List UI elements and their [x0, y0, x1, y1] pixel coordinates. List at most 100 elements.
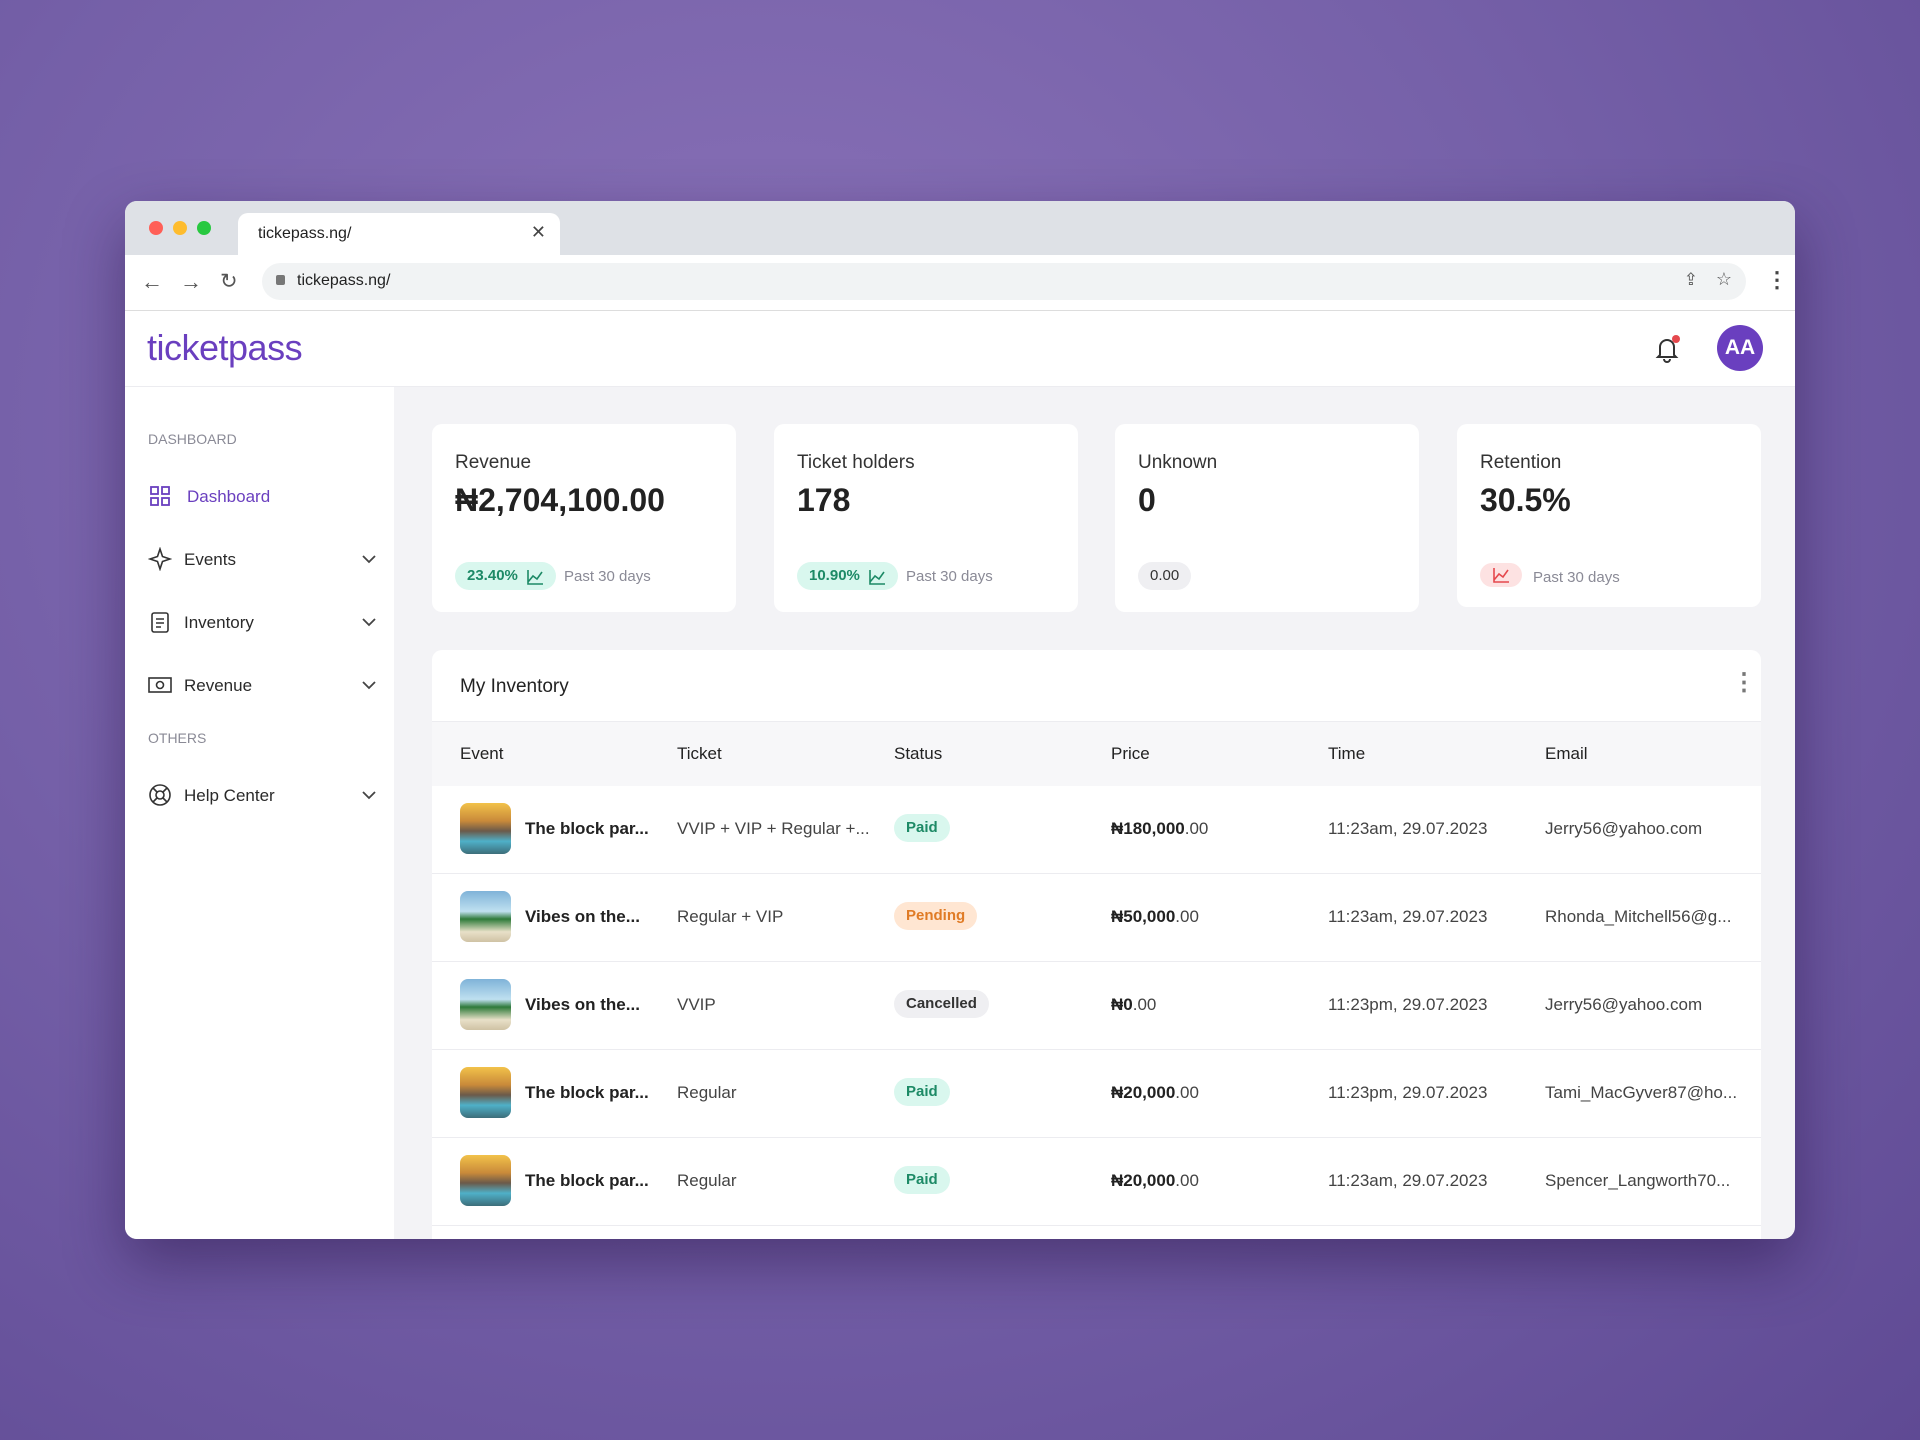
- ticket: Regular + VIP: [677, 907, 784, 926]
- section-title: DASHBOARD: [148, 431, 237, 447]
- change-badge: 23.40%: [455, 562, 556, 590]
- nav-item[interactable]: Inventory: [125, 602, 394, 642]
- trend-icon: [527, 570, 543, 585]
- change-badge: [1480, 563, 1522, 587]
- email: Jerry56@yahoo.com: [1545, 995, 1703, 1014]
- nav-label: Help Center: [184, 786, 275, 805]
- column-header: Price: [1111, 744, 1150, 763]
- nav-icon: [149, 784, 171, 806]
- price: ₦20,000.00: [1111, 1083, 1199, 1103]
- browser-window: tickepass.ng/ ✕ ← → ↻ tickepass.ng/ ⇪ ☆ …: [125, 201, 1795, 1239]
- address-bar[interactable]: tickepass.ng/ ⇪ ☆: [262, 263, 1746, 300]
- tab[interactable]: tickepass.ng/ ✕: [238, 213, 560, 255]
- column-header: Event: [460, 744, 504, 763]
- price-decimals: .00: [1175, 907, 1199, 926]
- trend-icon: [869, 570, 885, 585]
- event-thumbnail: [460, 1155, 511, 1206]
- avatar[interactable]: AA: [1717, 325, 1763, 371]
- nav-icon: [150, 486, 170, 506]
- table-header: [432, 721, 1761, 786]
- trend-icon: [1493, 568, 1509, 583]
- stat-card: Unknown 0 0.00: [1115, 424, 1419, 612]
- chevron: [362, 681, 376, 690]
- time: 11:23am, 29.07.2023: [1328, 1171, 1488, 1190]
- stat-value: 30.5%: [1480, 482, 1571, 518]
- chevron: [362, 791, 376, 800]
- panel-menu[interactable]: ⋮: [1732, 669, 1756, 696]
- tab-close[interactable]: ✕: [530, 222, 546, 242]
- price-decimals: .00: [1175, 1083, 1199, 1102]
- status-badge: Pending: [894, 902, 978, 930]
- event-name: The block par...: [525, 1083, 649, 1102]
- nav-item[interactable]: Help Center: [125, 775, 394, 815]
- event-name: The block par...: [525, 1171, 649, 1190]
- forward-button[interactable]: →: [180, 269, 202, 294]
- stat-card: Retention 30.5% Past 30 days: [1457, 424, 1761, 607]
- lock-icon: [276, 275, 285, 285]
- logo[interactable]: ticketpass: [147, 327, 303, 368]
- table-row[interactable]: The block par... Regular Paid ₦20,000.00 11:…: [432, 1137, 1761, 1226]
- event-name: Vibes on the...: [525, 907, 640, 926]
- price-decimals: .00: [1184, 819, 1209, 838]
- stat-card: Ticket holders 178 10.90% Past 30 days: [774, 424, 1078, 612]
- time: 11:23pm, 29.07.2023: [1328, 995, 1488, 1014]
- price-main: ₦180,000: [1111, 819, 1185, 838]
- url: tickepass.ng/: [297, 272, 391, 289]
- email: Spencer_Langworth70...: [1545, 1171, 1731, 1190]
- price: ₦180,000.00: [1111, 819, 1208, 839]
- time: 11:23am, 29.07.2023: [1328, 819, 1488, 838]
- stat-value: 0: [1138, 482, 1156, 518]
- chevron: [362, 555, 376, 564]
- price-main: ₦0: [1111, 995, 1133, 1014]
- column-header: Email: [1545, 744, 1588, 763]
- nav-label: Inventory: [184, 613, 254, 632]
- ticket: VVIP + VIP + Regular +...: [677, 819, 870, 838]
- status-badge: Paid: [894, 1078, 950, 1106]
- nav-label: Dashboard: [187, 487, 271, 506]
- inventory-panel: My Inventory ⋮ Event Ticket Status Price Time E…: [432, 650, 1761, 1239]
- stat-period: Past 30 days: [564, 568, 651, 585]
- price: ₦50,000.00: [1111, 907, 1199, 927]
- event-thumbnail: [460, 1067, 511, 1118]
- price-main: ₦50,000: [1111, 907, 1176, 926]
- nav-label: Events: [184, 550, 236, 569]
- minimize-button[interactable]: [173, 221, 187, 235]
- price: ₦20,000.00: [1111, 1171, 1199, 1191]
- bookmark-icon[interactable]: ☆: [1715, 269, 1732, 289]
- nav-icon: [148, 677, 172, 693]
- change-badge: 0.00: [1138, 562, 1192, 590]
- close-button[interactable]: [149, 221, 163, 235]
- back-button[interactable]: ←: [141, 269, 163, 294]
- event-name: The block par...: [525, 819, 649, 838]
- email: Jerry56@yahoo.com: [1545, 819, 1703, 838]
- price-decimals: .00: [1175, 1171, 1199, 1190]
- price-main: ₦20,000: [1111, 1083, 1176, 1102]
- table-row[interactable]: Vibes on the... VVIP Cancelled ₦0.00 11:23pm…: [432, 961, 1761, 1050]
- nav-item[interactable]: Revenue: [125, 665, 394, 705]
- nav-item[interactable]: Dashboard: [125, 476, 394, 516]
- price-decimals: .00: [1132, 995, 1157, 1014]
- event-thumbnail: [460, 803, 511, 854]
- reload-button[interactable]: ↻: [220, 270, 238, 293]
- app-header: ticketpass AA: [125, 311, 1795, 387]
- table-row[interactable]: The block par... Regular Paid ₦20,000.00 11:…: [432, 1049, 1761, 1138]
- stat-period: Past 30 days: [906, 568, 993, 585]
- table-row[interactable]: Vibes on the... Regular + VIP Pending ₦50,0…: [432, 873, 1761, 962]
- column-header: Status: [894, 744, 943, 763]
- share-icon[interactable]: ⇪: [1683, 270, 1698, 289]
- nav-icon: [148, 547, 172, 571]
- table-row[interactable]: The block par... VVIP + VIP + Regular +..…: [432, 785, 1761, 874]
- event-thumbnail: [460, 979, 511, 1030]
- email: Tami_MacGyver87@ho...: [1545, 1083, 1738, 1102]
- nav-item[interactable]: Events: [125, 539, 394, 579]
- nav-label: Revenue: [184, 676, 253, 695]
- notification-bell[interactable]: [1652, 333, 1682, 365]
- maximize-button[interactable]: [197, 221, 211, 235]
- stat-period: Past 30 days: [1533, 569, 1620, 586]
- toolbar: ← → ↻ tickepass.ng/ ⇪ ☆ ⋮: [125, 255, 1795, 311]
- ticket: Regular: [677, 1171, 737, 1190]
- email: Rhonda_Mitchell56@g...: [1545, 907, 1732, 926]
- chevron: [362, 618, 376, 627]
- menu-button[interactable]: ⋮: [1766, 267, 1788, 292]
